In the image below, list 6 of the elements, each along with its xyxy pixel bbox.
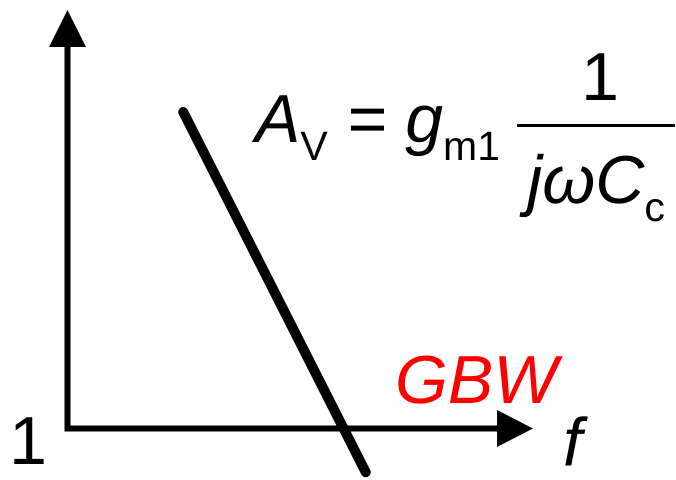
text: 1 <box>9 403 47 479</box>
annotation: A$_{V}$ = g$_{m1}$ <box>251 81 500 169</box>
x-axis-title: f <box>563 404 588 480</box>
text: 1 <box>581 39 619 115</box>
text: jωC$_{c}$ <box>519 142 665 230</box>
annotation: GBW <box>395 342 564 418</box>
